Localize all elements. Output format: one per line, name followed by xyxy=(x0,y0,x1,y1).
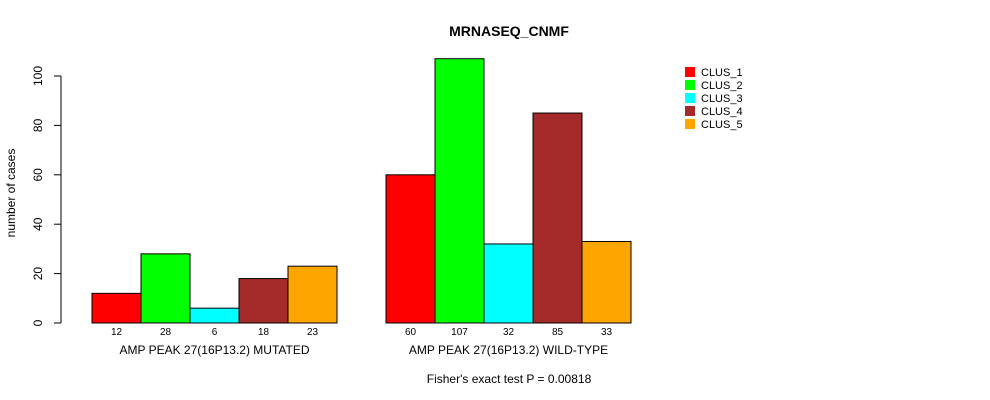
bar xyxy=(189,307,240,324)
bar-value-label: 12 xyxy=(111,327,123,338)
bar-value-label: 23 xyxy=(307,327,319,338)
legend-label: CLUS_1 xyxy=(701,67,743,79)
bar xyxy=(385,174,436,324)
bar-value-label: 6 xyxy=(212,327,218,338)
legend-swatch xyxy=(685,67,695,77)
group-labels: AMP PEAK 27(16P13.2) MUTATED AMP PEAK 27(… xyxy=(119,343,608,357)
y-tick-label: 0 xyxy=(31,319,45,326)
bar-value-label: 18 xyxy=(258,327,270,338)
legend-swatch xyxy=(685,93,695,103)
bar-value-label: 107 xyxy=(451,327,468,338)
group-label: AMP PEAK 27(16P13.2) MUTATED xyxy=(119,343,309,357)
y-tick-label: 80 xyxy=(31,118,45,132)
bar-value-label: 33 xyxy=(601,327,613,338)
y-axis-label: number of cases xyxy=(4,149,18,238)
y-tick-label: 100 xyxy=(31,66,45,86)
bar xyxy=(581,240,632,324)
bar-value-label: 28 xyxy=(160,327,172,338)
value-labels: 12 28 6 18 23 60 107 32 85 33 xyxy=(111,327,613,338)
bar xyxy=(287,265,338,324)
legend-label: CLUS_3 xyxy=(701,93,743,105)
legend-swatch xyxy=(685,119,695,129)
bar xyxy=(434,58,485,324)
y-tick-label: 40 xyxy=(31,217,45,231)
bar-value-label: 32 xyxy=(503,327,515,338)
y-tick-label: 60 xyxy=(31,168,45,182)
y-axis: 0 20 40 60 80 100 xyxy=(31,66,62,326)
bar xyxy=(140,253,191,324)
legend-label: CLUS_2 xyxy=(701,80,743,92)
fisher-test-annotation: Fisher's exact test P = 0.00818 xyxy=(427,372,592,386)
legend-label: CLUS_4 xyxy=(701,106,743,118)
group-label: AMP PEAK 27(16P13.2) WILD-TYPE xyxy=(409,343,608,357)
bar xyxy=(238,278,289,324)
bar-value-label: 60 xyxy=(405,327,417,338)
bar xyxy=(532,112,583,324)
legend-swatch xyxy=(685,80,695,90)
legend-label: CLUS_5 xyxy=(701,119,743,131)
bar-value-label: 85 xyxy=(552,327,564,338)
bar xyxy=(483,243,534,324)
bar xyxy=(91,292,142,324)
legend-swatch xyxy=(685,106,695,116)
bars xyxy=(91,58,632,324)
y-tick-label: 20 xyxy=(31,267,45,281)
chart-title: MRNASEQ_CNMF xyxy=(449,23,569,39)
